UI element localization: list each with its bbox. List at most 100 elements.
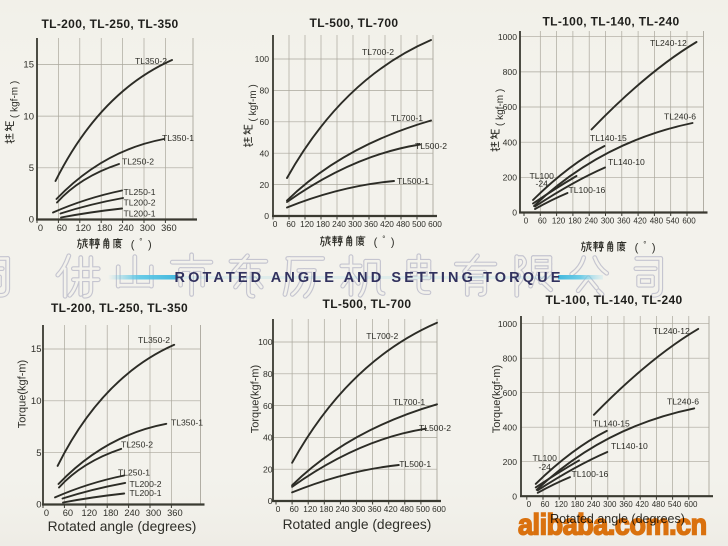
svg-text:240: 240: [118, 223, 134, 233]
svg-text:300: 300: [348, 219, 362, 229]
svg-text:600: 600: [503, 388, 518, 398]
svg-text:0: 0: [512, 208, 517, 218]
svg-text:0: 0: [36, 500, 41, 511]
svg-text:300: 300: [146, 508, 162, 518]
svg-text:180: 180: [103, 508, 119, 518]
svg-text:240: 240: [587, 500, 601, 509]
svg-text:400: 400: [503, 422, 518, 432]
svg-text:( kgf-m ): ( kgf-m ): [495, 89, 506, 126]
svg-text:500: 500: [412, 219, 426, 229]
svg-text:20: 20: [259, 180, 269, 190]
svg-text:20: 20: [263, 464, 273, 474]
svg-text:100: 100: [258, 337, 273, 347]
svg-text:TL350-2: TL350-2: [135, 56, 167, 66]
svg-text:10: 10: [31, 396, 42, 407]
svg-text:180: 180: [316, 219, 330, 229]
svg-text:360: 360: [161, 223, 177, 233]
svg-text:120: 120: [555, 500, 569, 509]
svg-text:TL240-6: TL240-6: [664, 112, 696, 122]
svg-text:0: 0: [524, 217, 529, 226]
svg-text:480: 480: [396, 219, 410, 229]
svg-text:120: 120: [552, 217, 566, 226]
svg-text:420: 420: [380, 219, 394, 229]
svg-text:300: 300: [352, 504, 366, 514]
svg-text:Rotated angle (degrees): Rotated angle (degrees): [550, 512, 685, 526]
svg-text:200: 200: [503, 173, 518, 183]
svg-text:1000: 1000: [498, 32, 517, 42]
svg-text:240: 240: [332, 219, 346, 229]
svg-text:TL500-2: TL500-2: [415, 141, 447, 151]
svg-text:400: 400: [503, 137, 518, 147]
svg-text:TL240-12: TL240-12: [650, 38, 687, 48]
svg-text:0: 0: [29, 215, 34, 226]
svg-text:°: °: [139, 237, 142, 246]
svg-text:TL200-1: TL200-1: [130, 488, 162, 498]
svg-text:420: 420: [384, 504, 398, 514]
svg-text:240: 240: [124, 508, 140, 518]
svg-text:): ): [391, 237, 395, 249]
svg-text:TL250-2: TL250-2: [122, 157, 154, 167]
svg-text:0: 0: [273, 219, 278, 229]
svg-text:80: 80: [259, 86, 269, 96]
svg-text:420: 420: [633, 217, 647, 226]
svg-text:0: 0: [264, 211, 269, 221]
svg-text:TL100: TL100: [530, 171, 555, 181]
svg-text:0: 0: [268, 496, 273, 506]
svg-text:TL240-12: TL240-12: [653, 326, 690, 336]
svg-text:TL700-2: TL700-2: [366, 331, 398, 341]
svg-text:TL200-2: TL200-2: [130, 479, 162, 489]
svg-text:-24: -24: [539, 462, 552, 472]
svg-text:480: 480: [652, 500, 666, 509]
svg-text:5: 5: [29, 163, 34, 174]
svg-text:0: 0: [44, 508, 49, 518]
svg-text:TL140-15: TL140-15: [590, 133, 627, 143]
svg-text:TL250-1: TL250-1: [118, 467, 150, 477]
svg-text:TL700-2: TL700-2: [362, 47, 394, 57]
svg-text:TL250-2: TL250-2: [121, 439, 153, 449]
svg-text:40: 40: [259, 148, 269, 158]
svg-text:60: 60: [538, 217, 547, 226]
svg-text:TL700-1: TL700-1: [393, 397, 425, 407]
svg-text:-24: -24: [536, 179, 549, 189]
svg-text:10: 10: [23, 111, 34, 122]
svg-text:5: 5: [36, 448, 41, 459]
svg-text:180: 180: [97, 223, 113, 233]
svg-text:TL140-10: TL140-10: [611, 441, 648, 451]
svg-text:360: 360: [368, 504, 382, 514]
svg-text:360: 360: [364, 219, 378, 229]
svg-text:(: (: [635, 242, 639, 254]
svg-text:180: 180: [571, 500, 585, 509]
svg-text:0: 0: [527, 500, 532, 509]
svg-text:300: 300: [603, 500, 617, 509]
svg-text:TL500-1: TL500-1: [397, 176, 429, 186]
svg-text:0: 0: [38, 223, 43, 233]
svg-text:60: 60: [63, 508, 73, 518]
svg-text:800: 800: [503, 353, 518, 363]
svg-text:540: 540: [668, 500, 682, 509]
svg-text:420: 420: [636, 500, 650, 509]
svg-text:TL-500, TL-700: TL-500, TL-700: [323, 297, 412, 311]
svg-text:TL500-1: TL500-1: [399, 459, 431, 469]
svg-text:(: (: [131, 239, 135, 251]
svg-text:°: °: [382, 235, 385, 244]
svg-text:TL350-1: TL350-1: [171, 418, 203, 428]
svg-text:500: 500: [416, 504, 430, 514]
svg-text:60: 60: [57, 223, 67, 233]
svg-text:15: 15: [23, 60, 34, 71]
svg-text:300: 300: [601, 217, 615, 226]
svg-text:120: 120: [303, 504, 317, 514]
svg-text:Rotated angle (degrees): Rotated angle (degrees): [48, 519, 197, 534]
svg-text:( kgf-m ): ( kgf-m ): [10, 81, 21, 118]
svg-text:240: 240: [585, 217, 599, 226]
svg-text:TL100-16: TL100-16: [569, 185, 606, 195]
svg-text:TL500-2: TL500-2: [419, 423, 451, 433]
svg-text:60: 60: [541, 500, 550, 509]
svg-text:TL100: TL100: [533, 453, 558, 463]
svg-text:360: 360: [619, 500, 633, 509]
svg-text:Rotated angle (degrees): Rotated angle (degrees): [283, 517, 432, 532]
svg-text:Torque(kgf-m): Torque(kgf-m): [250, 365, 262, 433]
svg-text:80: 80: [263, 369, 273, 379]
svg-text:TL350-2: TL350-2: [138, 335, 170, 345]
svg-text:°: °: [643, 240, 646, 249]
svg-text:40: 40: [263, 433, 273, 443]
